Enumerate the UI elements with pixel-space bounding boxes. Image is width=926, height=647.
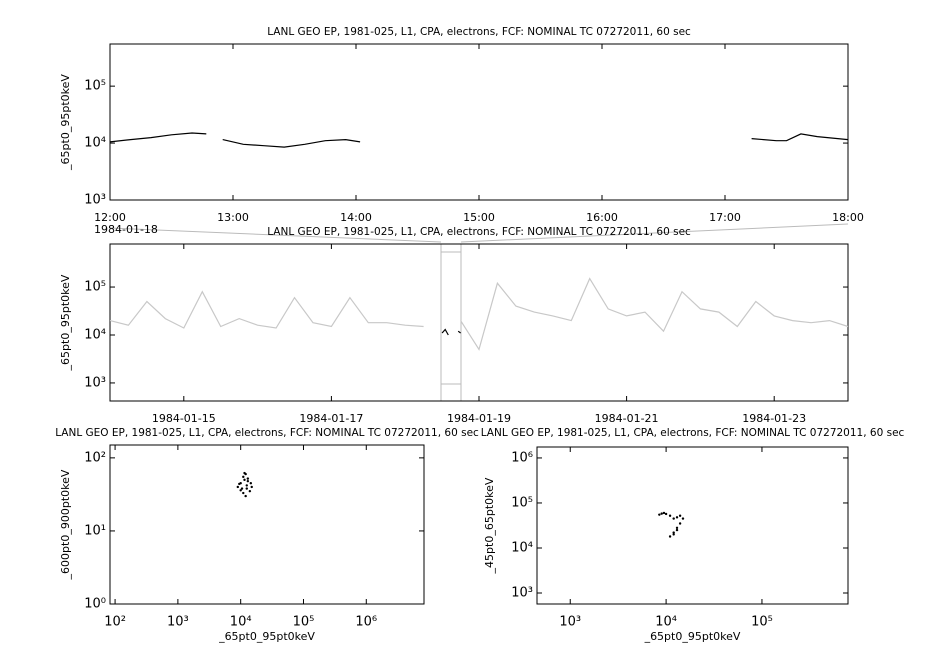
- date-label: 1984-01-18: [94, 223, 158, 236]
- plot-frame: [109, 243, 849, 402]
- data-point: [668, 514, 672, 517]
- data-point: [243, 471, 246, 475]
- x-tick-label: 1984-01-17: [299, 412, 363, 425]
- data-point: [675, 528, 679, 532]
- x-tick-label: 10⁵: [293, 615, 315, 630]
- panel: LANL GEO EP, 1981-025, L1, CPA, electron…: [59, 226, 849, 425]
- data-point: [250, 485, 253, 489]
- data-point: [246, 477, 250, 480]
- plot-frame: [109, 43, 849, 201]
- chart-title: LANL GEO EP, 1981-025, L1, CPA, electron…: [481, 427, 905, 439]
- data-point: [242, 475, 245, 479]
- x-tick-label: 10⁵: [751, 615, 773, 630]
- data-point: [245, 487, 248, 490]
- y-axis-label: _65pt0_95pt0keV: [59, 74, 72, 171]
- y-tick-label: 10²: [84, 450, 106, 465]
- y-axis-label: _45pt0_65pt0keV: [483, 477, 496, 574]
- x-tick-label: 10⁴: [230, 615, 252, 630]
- plot-frame: [109, 444, 425, 605]
- y-tick-label: 10³: [84, 193, 106, 208]
- data-point: [660, 512, 663, 515]
- data-line: [109, 132, 849, 148]
- panel: LANL GEO EP, 1981-025, L1, CPA, electron…: [481, 427, 905, 643]
- zoom-indicator: [109, 223, 849, 402]
- x-tick-label: 10⁴: [655, 615, 677, 630]
- x-tick-label: 1984-01-19: [447, 412, 511, 425]
- data-line: [109, 277, 849, 351]
- data-point: [678, 514, 682, 517]
- x-tick-label: 10³: [559, 615, 581, 630]
- data-point: [675, 516, 679, 519]
- data-point: [238, 482, 241, 486]
- y-axis-label: _65pt0_95pt0keV: [59, 274, 72, 371]
- y-tick-label: 10⁶: [511, 450, 533, 465]
- x-tick-label: 1984-01-21: [595, 412, 659, 425]
- data-point: [658, 513, 661, 516]
- data-point: [664, 512, 668, 516]
- data-point: [245, 484, 248, 487]
- x-tick-label: 17:00: [709, 211, 741, 224]
- y-tick-label: 10⁴: [84, 136, 106, 151]
- y-tick-label: 10⁴: [84, 327, 106, 342]
- data-point: [236, 485, 240, 489]
- panel: LANL GEO EP, 1981-025, L1, CPA, electron…: [59, 26, 864, 236]
- y-tick-label: 10⁵: [511, 495, 533, 510]
- x-tick-label: 18:00: [832, 211, 864, 224]
- chart-title: LANL GEO EP, 1981-025, L1, CPA, electron…: [55, 427, 479, 439]
- x-tick-label: 1984-01-15: [152, 412, 216, 425]
- plot-frame: [536, 446, 849, 605]
- data-point: [249, 482, 253, 485]
- data-point: [662, 511, 666, 515]
- x-tick-label: 1984-01-23: [742, 412, 806, 425]
- x-tick-label: 13:00: [217, 211, 249, 224]
- panel: LANL GEO EP, 1981-025, L1, CPA, electron…: [55, 427, 479, 643]
- y-tick-label: 10¹: [84, 523, 106, 538]
- data-point: [239, 489, 242, 492]
- data-point: [668, 535, 672, 538]
- y-axis-label: _600pt0_900pt0keV: [59, 469, 72, 580]
- data-point: [240, 487, 244, 490]
- x-tick-label: 16:00: [586, 211, 618, 224]
- data-point: [243, 478, 246, 482]
- x-tick-label: 14:00: [340, 211, 372, 224]
- x-axis-label: _65pt0_95pt0keV: [644, 630, 741, 643]
- chart-title: LANL GEO EP, 1981-025, L1, CPA, electron…: [267, 226, 691, 238]
- y-tick-label: 10⁵: [84, 280, 106, 295]
- x-tick-label: 10⁶: [355, 615, 377, 630]
- x-tick-label: 10³: [167, 615, 189, 630]
- y-tick-label: 10⁰: [84, 597, 106, 612]
- data-line: [441, 328, 461, 336]
- data-point: [246, 479, 250, 483]
- y-tick-label: 10³: [84, 375, 106, 390]
- x-tick-label: 15:00: [463, 211, 495, 224]
- data-point: [244, 494, 247, 498]
- y-tick-label: 10³: [511, 586, 533, 601]
- y-tick-label: 10⁵: [84, 79, 106, 94]
- data-point: [242, 491, 245, 495]
- data-point: [681, 517, 685, 520]
- data-point: [672, 517, 675, 520]
- x-tick-label: 10²: [104, 615, 126, 630]
- data-point: [672, 533, 675, 536]
- chart-title: LANL GEO EP, 1981-025, L1, CPA, electron…: [267, 26, 691, 38]
- x-tick-label: 12:00: [94, 211, 126, 224]
- data-point: [672, 531, 675, 534]
- data-point: [248, 489, 252, 493]
- data-point: [675, 526, 679, 530]
- y-tick-label: 10⁴: [511, 540, 533, 555]
- x-axis-label: _65pt0_95pt0keV: [218, 630, 315, 643]
- data-point: [678, 522, 682, 525]
